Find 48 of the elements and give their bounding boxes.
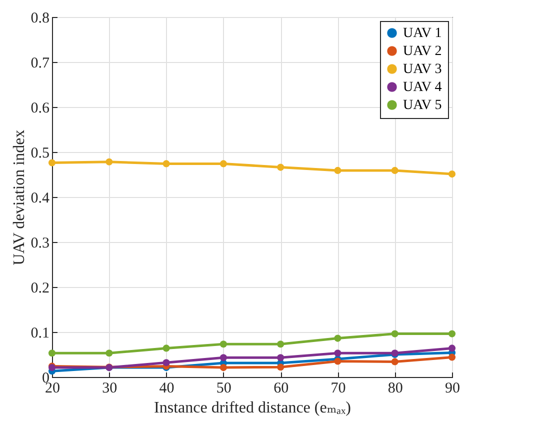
y-tick-label: 0.8	[30, 10, 50, 26]
x-tick-label: 70	[330, 380, 346, 396]
point	[277, 340, 284, 348]
x-tick-label: 90	[445, 380, 460, 396]
y-tick-label: 0.6	[30, 100, 50, 116]
point	[106, 158, 113, 166]
point	[334, 358, 342, 365]
point	[391, 358, 398, 366]
y-tick-label: 0.7	[30, 56, 50, 72]
point	[448, 354, 456, 361]
point	[334, 350, 342, 357]
point	[277, 354, 284, 362]
point	[277, 164, 284, 171]
point	[162, 344, 170, 352]
legend-label: UAV 4	[403, 80, 442, 95]
point	[48, 350, 56, 357]
y-tick-label: 0.2	[30, 280, 50, 296]
point	[48, 159, 56, 166]
point	[220, 354, 227, 362]
point	[448, 330, 456, 338]
x-tick-label: 50	[216, 380, 232, 396]
point	[334, 334, 342, 342]
x-tick-label: 30	[102, 380, 118, 396]
y-tick-label: 0.4	[30, 190, 50, 206]
point	[220, 364, 227, 372]
y-axis-title: UAV deviation index	[10, 130, 28, 266]
point	[162, 160, 170, 168]
y-tick-label: 0.3	[30, 236, 50, 252]
y-tick-label: 0.5	[30, 146, 50, 162]
point	[391, 330, 398, 338]
x-tick-label: 80	[388, 380, 403, 396]
point	[220, 340, 227, 348]
legend-label: UAV 1	[403, 26, 442, 41]
x-tick-label: 40	[159, 380, 174, 396]
point	[391, 166, 398, 174]
legend-label: UAV 3	[403, 62, 442, 77]
point	[277, 364, 284, 371]
point	[220, 160, 227, 168]
y-tick-label: 0.1	[30, 326, 50, 342]
point	[334, 166, 342, 174]
point	[448, 344, 456, 352]
x-axis-title: Instance drifted distance (eₘₐₓ)	[154, 400, 351, 416]
point	[448, 170, 456, 178]
legend-label: UAV 2	[403, 44, 442, 59]
legend-label: UAV 5	[403, 98, 442, 113]
point	[162, 359, 170, 366]
point	[106, 350, 113, 357]
x-tick-label: 60	[274, 380, 289, 396]
